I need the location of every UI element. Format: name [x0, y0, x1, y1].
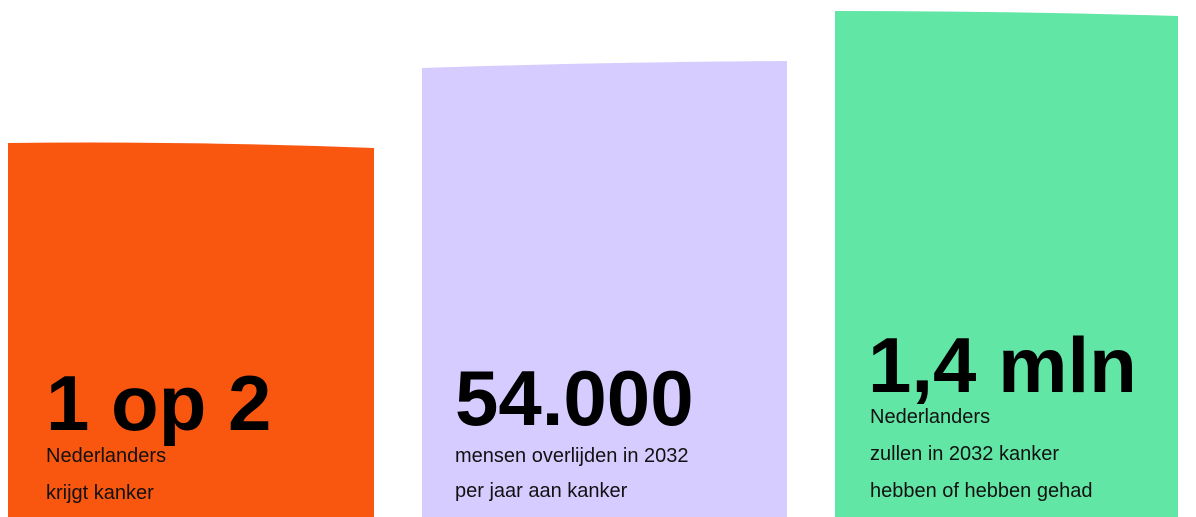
- stat-value: 1,4 mln: [868, 321, 1137, 409]
- stat-description: Nederlanders: [46, 445, 166, 467]
- stat-value: 1 op 2: [46, 359, 271, 447]
- stat-description: mensen overlijden in 2032: [455, 445, 689, 467]
- stat-description: Nederlanders: [870, 406, 990, 428]
- stat-value: 54.000: [455, 354, 694, 442]
- stat-description: krijgt kanker: [46, 482, 154, 504]
- stat-description: zullen in 2032 kanker: [870, 443, 1059, 465]
- card-background: [422, 61, 787, 517]
- stat-description: hebben of hebben gehad: [870, 480, 1092, 502]
- card-background: [8, 142, 374, 517]
- stat-description: per jaar aan kanker: [455, 480, 628, 502]
- card-background: [835, 11, 1178, 517]
